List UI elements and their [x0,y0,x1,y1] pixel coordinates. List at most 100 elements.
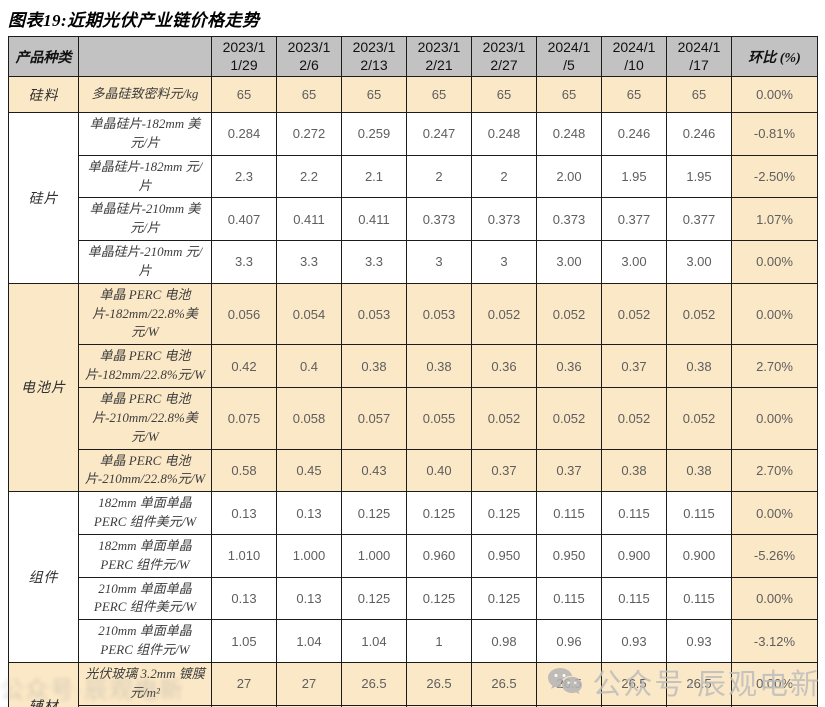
price-cell-0: 65 [211,76,277,113]
price-cell-1: 0.13 [276,491,342,535]
wechat-watermark: 公众号·辰观电新 [546,661,821,703]
price-cell-6: 0.377 [601,197,667,242]
price-cell-2: 0.053 [341,282,407,346]
price-cell-1: 1.000 [276,533,342,578]
mom-cell: 0.00% [731,576,818,621]
price-cell-4: 2 [471,154,537,199]
price-cell-2: 3.3 [341,240,407,284]
price-cell-0: 2.3 [211,154,277,199]
price-cell-7: 0.052 [666,386,732,450]
date-header-2: 2023/1 2/13 [341,36,407,77]
price-cell-5: 0.115 [536,491,602,535]
price-cell-2: 0.125 [341,491,407,535]
price-cell-6: 0.115 [601,576,667,621]
price-cell-5: 0.052 [536,386,602,450]
product-label-cell: 210mm 单面单晶 PERC 组件元/W [78,619,212,663]
price-cell-3: 0.40 [406,448,472,493]
price-cell-5: 0.373 [536,197,602,242]
table-row: 182mm 单面单晶 PERC 组件元/W 1.010 1.000 1.000 0.96… [9,533,818,578]
price-cell-2: 65 [341,76,407,113]
price-cell-5: 0.950 [536,533,602,578]
table-row: 单晶 PERC 电池片-210mm/22.8%元/W 0.58 0.45 0.43 0.… [9,448,818,493]
price-cell-2: 2.1 [341,154,407,199]
price-cell-7: 0.052 [666,282,732,346]
price-cell-1: 0.411 [276,197,342,242]
mom-cell: 0.00% [731,386,818,450]
table-row: 210mm 单面单晶 PERC 组件元/W 1.05 1.04 1.04 1 0.98 0.… [9,619,818,663]
category-cell-0: 硅料 [8,76,79,113]
blurred-watermark: 公众号·辰观电新 [0,677,184,704]
figure-title: 图表19:近期光伏产业链价格走势 [8,11,260,30]
price-cell-6: 1.95 [601,154,667,199]
price-cell-4: 3 [471,240,537,284]
product-label-cell: 单晶硅片-210mm 元/片 [78,240,212,284]
price-cell-0: 3.3 [211,240,277,284]
price-cell-1: 0.13 [276,576,342,621]
price-cell-7: 0.115 [666,491,732,535]
mom-cell: -5.26% [731,533,818,578]
price-cell-5: 65 [536,76,602,113]
price-cell-7: 0.115 [666,576,732,621]
price-cell-1: 1.04 [276,619,342,663]
table-row: 单晶 PERC 电池片-210mm/22.8%美元/W 0.075 0.058 0.0… [9,386,818,450]
price-cell-1: 0.272 [276,112,342,156]
date-header-7: 2024/1/17 [666,36,732,77]
category-cell-2: 电池片 [8,282,79,493]
product-category-header: 产品种类 [8,36,79,77]
category-cell-3: 组件 [8,491,79,663]
price-cell-6: 26.5 [601,661,667,706]
price-cell-2: 0.43 [341,448,407,493]
table-row: 硅料 多晶硅致密料元/kg 65 65 65 65 65 65 65 65 0.00% [8,76,818,113]
price-cell-4: 0.125 [471,576,537,621]
price-cell-0: 0.13 [211,491,277,535]
price-cell-0: 0.58 [211,448,277,493]
price-cell-3: 0.055 [406,386,472,450]
category-cell-1: 硅片 [8,112,79,284]
price-cell-3: 0.960 [406,533,472,578]
mom-cell: 0.00% [731,491,818,535]
table-row: 组件 182mm 单面单晶 PERC 组件美元/W 0.13 0.13 0.125 0.1… [8,491,818,663]
mom-cell: 0.00% [731,76,818,113]
price-cell-0: 0.056 [211,282,277,346]
price-cell-4: 0.052 [471,386,537,450]
spec-column-header [78,36,212,77]
price-cell-4: 0.98 [471,619,537,663]
mom-cell: 0.00% [731,661,818,706]
price-cell-5: 0.052 [536,282,602,346]
price-cell-6: 65 [601,76,667,113]
price-cell-7: 0.38 [666,448,732,493]
price-cell-2: 0.259 [341,112,407,156]
price-cell-6: 0.900 [601,533,667,578]
price-cell-4: 0.125 [471,491,537,535]
mom-cell: -0.81% [731,112,818,156]
table-row: 210mm 单面单晶 PERC 组件美元/W 0.13 0.13 0.125 0.125… [9,576,818,621]
price-cell-6: 0.93 [601,619,667,663]
price-cell-2: 0.057 [341,386,407,450]
price-cell-2: 1.04 [341,619,407,663]
product-label-cell: 多晶硅致密料元/kg [78,76,212,113]
price-cell-2: 0.125 [341,576,407,621]
price-cell-1: 65 [276,76,342,113]
price-cell-1: 0.4 [276,344,342,388]
price-cell-3: 3 [406,240,472,284]
price-cell-5: 0.37 [536,448,602,493]
price-cell-3: 0.125 [406,576,472,621]
price-cell-2: 0.411 [341,197,407,242]
price-cell-4: 0.373 [471,197,537,242]
price-cell-4: 0.37 [471,448,537,493]
product-label-cell: 182mm 单面单晶 PERC 组件元/W [78,533,212,578]
mom-cell: 1.07% [731,197,818,242]
product-label-cell: 单晶 PERC 电池片-210mm/22.8%美元/W [78,386,212,450]
price-cell-4: 0.052 [471,282,537,346]
mom-cell: 0.00% [731,704,818,707]
date-header-3: 2023/1 2/21 [406,36,472,77]
pv-price-table: 产品种类 2023/1 1/29 2023/1 2/6 2023/1 2/13 2023/1… [8,36,818,707]
price-cell-7: 0.93 [666,619,732,663]
price-cell-7: 0.246 [666,112,732,156]
price-cell-1: 0.058 [276,386,342,450]
price-cell-5: 0.96 [536,619,602,663]
table-row: 硅片 单晶硅片-182mm 美元/片 0.284 0.272 0.259 0.247 0.2… [8,112,818,284]
price-cell-4: 0.36 [471,344,537,388]
price-cell-3: 65 [406,76,472,113]
price-cell-7: 0.900 [666,533,732,578]
